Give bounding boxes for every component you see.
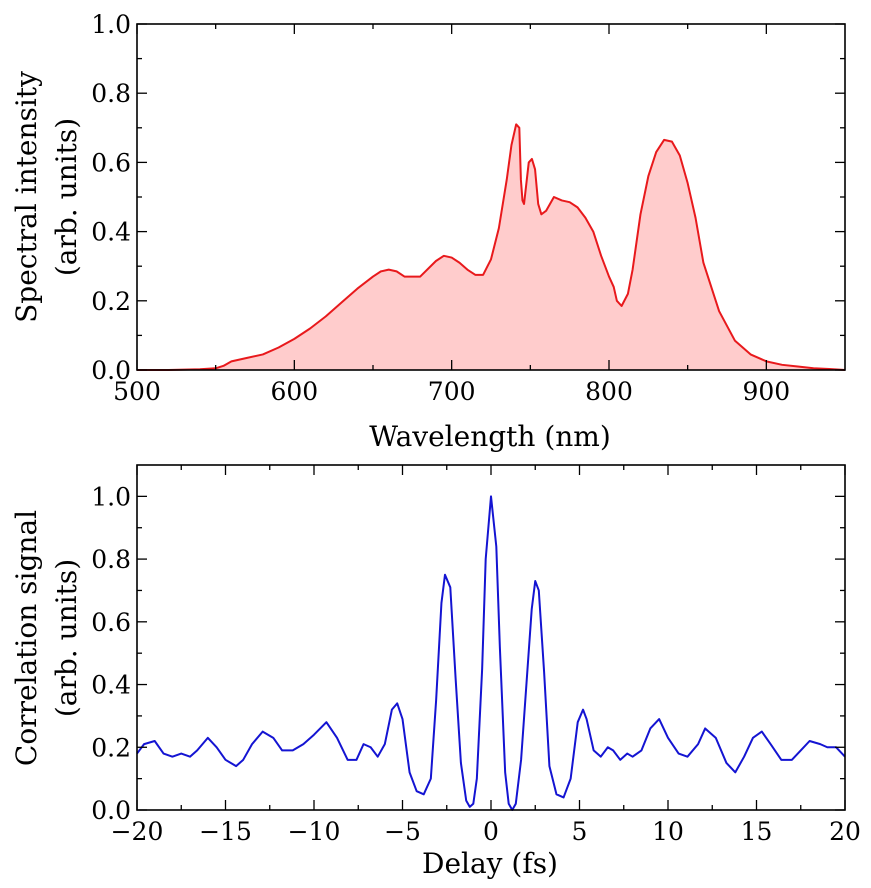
correlation-x-tick-label: 20	[829, 817, 861, 846]
correlation-y-axis-label-line1: Correlation signal	[10, 510, 43, 766]
spectrum-x-tick-label: 600	[270, 377, 318, 406]
correlation-x-tick-label: −5	[384, 817, 421, 846]
correlation-x-tick-label: −20	[111, 817, 164, 846]
correlation-y-tick-label: 0.8	[91, 545, 131, 574]
correlation-x-tick-label: −15	[199, 817, 252, 846]
correlation-x-axis-label: Delay (fs)	[422, 847, 558, 880]
spectrum-x-tick-label: 900	[742, 377, 790, 406]
spectrum-y-axis-label-line1: Spectral intensity	[10, 71, 43, 323]
correlation-x-tick-label: 0	[483, 817, 499, 846]
correlation-series-line	[136, 495, 846, 811]
spectrum-tick-labels: 500 600 700 800 900 0.0 0.2 0.4 0.6 0.8 1.0	[91, 10, 790, 406]
spectrum-plot-area	[137, 123, 846, 371]
correlation-frame	[136, 464, 846, 811]
spectrum-x-tick-label: 700	[428, 377, 476, 406]
correlation-tick-labels: −20 −15 −10 −5 0 5 10 15 20 0.0 0.2 0.4 0.6 0.8 1.0	[91, 482, 861, 846]
spectrum-series-fill	[137, 124, 845, 370]
correlation-y-tick-label: 0.0	[91, 796, 131, 825]
spectrum-y-tick-label: 0.2	[91, 287, 131, 316]
spectrum-x-tick-label: 800	[585, 377, 633, 406]
correlation-x-tick-label: 10	[652, 817, 684, 846]
correlation-y-tick-label: 0.4	[91, 671, 131, 700]
spectrum-chart: 500 600 700 800 900 0.0 0.2 0.4 0.6 0.8 1.0 Wavele…	[10, 10, 846, 453]
correlation-x-tick-label: −10	[288, 817, 341, 846]
correlation-y-tick-label: 0.2	[91, 733, 131, 762]
correlation-plot-area	[136, 495, 846, 811]
spectrum-x-tick-label: 500	[113, 377, 161, 406]
correlation-x-tick-label: 5	[572, 817, 588, 846]
spectrum-y-tick-label: 1.0	[91, 10, 131, 39]
correlation-y-tick-label: 0.6	[91, 608, 131, 637]
spectrum-series-line	[137, 123, 846, 371]
spectrum-x-axis-label: Wavelength (nm)	[369, 420, 611, 453]
correlation-y-axis-label-line2: (arb. units)	[50, 559, 83, 717]
spectrum-frame	[136, 23, 846, 371]
spectrum-y-axis-label-line2: (arb. units)	[50, 118, 83, 276]
correlation-chart: −20 −15 −10 −5 0 5 10 15 20 0.0 0.2 0.4 0.6 0.8 1.0 De…	[10, 464, 861, 880]
spectrum-y-tick-label: 0.6	[91, 148, 131, 177]
spectrum-y-tick-label: 0.0	[91, 356, 131, 385]
correlation-x-tick-label: 15	[741, 817, 773, 846]
correlation-y-tick-label: 1.0	[91, 482, 131, 511]
spectrum-y-tick-label: 0.8	[91, 79, 131, 108]
spectrum-y-tick-label: 0.4	[91, 218, 131, 247]
